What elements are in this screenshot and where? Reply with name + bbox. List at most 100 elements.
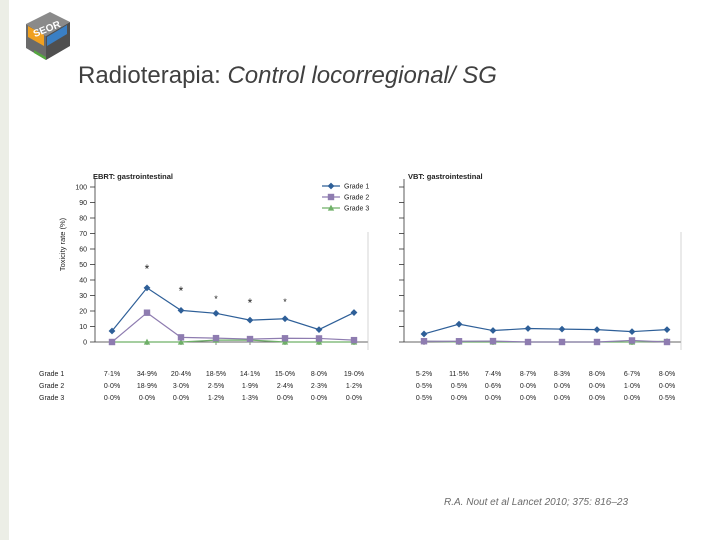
y-tick-label: 60 bbox=[79, 247, 87, 254]
panel-1-series-1-point bbox=[315, 326, 323, 333]
panel-2-value-label: 0·6% bbox=[485, 383, 501, 390]
y-tick-label: 30 bbox=[79, 293, 87, 300]
panel-2-series-1-point bbox=[489, 327, 497, 334]
panel-2-value-label: 0·0% bbox=[554, 395, 570, 402]
panel-2-title: VBT: gastrointestinal bbox=[408, 172, 483, 181]
panel-1-series-2-point bbox=[350, 336, 358, 344]
panel-2-value-label: 0·0% bbox=[520, 395, 536, 402]
panel-2-series-1-point bbox=[558, 325, 566, 333]
panel-2-series-1-point bbox=[593, 326, 601, 333]
y-tick-label: 70 bbox=[79, 231, 87, 238]
panel-2-series-2-point bbox=[455, 338, 463, 345]
panel-2-series-2-point bbox=[489, 337, 497, 345]
y-tick-label: 10 bbox=[79, 324, 87, 331]
panel-2-value-label: 0·0% bbox=[589, 395, 605, 402]
panel-2-value-label: 8·0% bbox=[659, 371, 675, 378]
panel-2-value-label: 6·7% bbox=[624, 371, 640, 378]
panel-1-value-label: 3·0% bbox=[173, 383, 189, 390]
y-tick-label: 20 bbox=[79, 309, 87, 316]
seor-logo: SEOR bbox=[26, 12, 70, 60]
significance-mark: * bbox=[283, 297, 287, 307]
panel-2-series-2-point bbox=[663, 338, 671, 346]
panel-1-value-label: 0·0% bbox=[104, 383, 120, 390]
panel-1-value-label: 2·3% bbox=[311, 383, 327, 390]
panel-1-series-2-line bbox=[111, 311, 355, 343]
panel-1-series-2-point bbox=[177, 334, 185, 341]
panel-2-value-label: 0·0% bbox=[589, 383, 605, 390]
panel-1-series-1-point bbox=[246, 316, 254, 324]
significance-mark: * bbox=[248, 296, 253, 310]
panel-1-value-label: 15·0% bbox=[275, 371, 295, 378]
panel-1-value-label: 20·4% bbox=[171, 371, 191, 378]
panel-2-series-2-point bbox=[524, 338, 532, 346]
y-axis-label: Toxicity rate (%) bbox=[58, 217, 67, 271]
panel-1-value-label: 0·0% bbox=[104, 395, 120, 402]
panel-1-series-2-point bbox=[108, 338, 116, 346]
panel-1-value-label: 1·3% bbox=[242, 395, 258, 402]
panel-1-series-1-point bbox=[212, 309, 220, 317]
row-label: Grade 1 bbox=[39, 371, 64, 378]
panel-1-value-label: 14·1% bbox=[240, 371, 260, 378]
panel-1-series-2-point bbox=[212, 334, 220, 342]
panel-1-value-label: 19·0% bbox=[344, 371, 364, 378]
legend-entry: Grade 3 bbox=[344, 206, 369, 213]
panel-2-value-label: 0·5% bbox=[416, 383, 432, 390]
panel-2-value-label: 7·4% bbox=[485, 371, 501, 378]
row-label: Grade 3 bbox=[39, 395, 64, 402]
panel-1-series-1-line bbox=[111, 287, 355, 332]
panel-1-series-1-point bbox=[108, 327, 116, 335]
panel-2-value-label: 8·3% bbox=[554, 371, 570, 378]
panel-2-value-label: 0·0% bbox=[624, 395, 640, 402]
panel-2-value-label: 0·0% bbox=[554, 383, 570, 390]
panel-1-series-2-point bbox=[315, 335, 323, 342]
panel-2-value-label: 5·2% bbox=[416, 371, 432, 378]
panel-2-value-label: 8·7% bbox=[520, 371, 536, 378]
y-tick-label: 80 bbox=[79, 216, 87, 223]
panel-2-series-2-point bbox=[420, 338, 428, 345]
significance-mark: * bbox=[214, 294, 218, 304]
slide-title: Radioterapia: Control locorregional/ SG bbox=[78, 62, 497, 89]
panel-1-value-label: 0·0% bbox=[311, 395, 327, 402]
panel-1-value-label: 2·4% bbox=[277, 383, 293, 390]
panel-2-series-1-line bbox=[423, 323, 668, 335]
panel-2-value-label: 11·5% bbox=[449, 371, 469, 378]
panel-1-value-label: 2·5% bbox=[208, 383, 224, 390]
panel-1-value-label: 0·0% bbox=[277, 395, 293, 402]
y-tick-label: 0 bbox=[83, 340, 87, 347]
panel-2-value-label: 0·0% bbox=[659, 383, 675, 390]
panel-1-value-label: 1·2% bbox=[346, 383, 362, 390]
panel-1-series-2-point bbox=[246, 335, 254, 343]
legend-entry: Grade 2 bbox=[344, 195, 369, 202]
y-tick-label: 40 bbox=[79, 278, 87, 285]
panel-1-series-1-point bbox=[350, 309, 358, 316]
panel-1-title: EBRT: gastrointestinal bbox=[93, 172, 173, 181]
panel-1-value-label: 1·9% bbox=[242, 383, 258, 390]
panel-1-value-label: 0·0% bbox=[173, 395, 189, 402]
panel-2-series-2-line bbox=[424, 339, 668, 343]
panel-1-series-3-point bbox=[281, 338, 289, 345]
panel-2-value-label: 1·0% bbox=[624, 383, 640, 390]
panel-1-value-label: 18·9% bbox=[137, 383, 157, 390]
panel-2-value-label: 0·0% bbox=[520, 383, 536, 390]
y-tick-label: 100 bbox=[75, 185, 87, 192]
panel-1-value-label: 7·1% bbox=[104, 371, 120, 378]
y-tick-label: 90 bbox=[79, 200, 87, 207]
panel-2-series-1-point bbox=[524, 325, 532, 332]
panel-2-value-label: 8·0% bbox=[589, 371, 605, 378]
panel-1-value-label: 1·2% bbox=[208, 395, 224, 402]
y-tick-label: 50 bbox=[79, 262, 87, 269]
panel-1-series-3-point bbox=[177, 338, 185, 345]
panel-2-series-1-point bbox=[455, 320, 463, 328]
panel-1-value-label: 34·9% bbox=[137, 371, 157, 378]
panel-2-series-2-point bbox=[593, 338, 601, 346]
legend-marker bbox=[327, 193, 335, 201]
legend-marker bbox=[327, 204, 335, 211]
panel-2-series-1-point bbox=[663, 326, 671, 333]
row-label: Grade 2 bbox=[39, 383, 64, 390]
panel-2-value-label: 0·0% bbox=[485, 395, 501, 402]
panel-1-series-2-point bbox=[281, 335, 289, 342]
panel-2-value-label: 0·5% bbox=[659, 395, 675, 402]
significance-mark: * bbox=[145, 262, 150, 276]
panel-2-series-2-point bbox=[628, 337, 636, 344]
significance-mark: * bbox=[179, 284, 184, 298]
